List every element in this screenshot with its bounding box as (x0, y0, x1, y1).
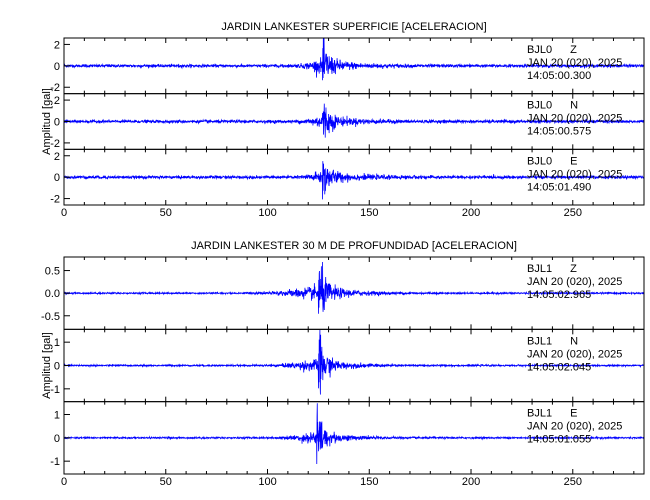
y-tick-label: 0 (54, 172, 60, 184)
chart-title: JARDIN LANKESTER 30 M DE PROFUNDIDAD [AC… (191, 240, 517, 252)
y-tick-label: -2 (50, 82, 60, 94)
station-name: BJL0 (527, 44, 552, 56)
time-label: 14:05:01.490 (527, 181, 591, 193)
station-label: BJL1 N (527, 335, 578, 347)
text-layer: JARDIN LANKESTER SUPERFICIE [ACELERACION… (41, 21, 622, 488)
date-label: JAN 20 (020), 2025 (527, 168, 622, 180)
y-tick-label: 0 (54, 61, 60, 73)
component-name: N (570, 335, 578, 347)
trace-bjl0-z (63, 38, 645, 81)
x-tick-label: 150 (360, 476, 378, 488)
station-label: BJL0 Z (527, 44, 577, 56)
trace-bjl1-e (63, 403, 645, 465)
y-tick-label: 0 (54, 117, 60, 129)
date-label: JAN 20 (020), 2025 (527, 348, 622, 360)
trace-layer (63, 38, 645, 465)
x-tick-label: 100 (258, 207, 276, 219)
component-name: Z (570, 44, 577, 56)
y-tick-label: 2 (54, 39, 60, 51)
y-tick-label: 0 (54, 361, 60, 373)
component-name: E (570, 408, 577, 420)
station-label: BJL0 E (527, 155, 577, 167)
date-label: JAN 20 (020), 2025 (527, 421, 622, 433)
y-axis-label: Amplitud [gal] (41, 88, 53, 155)
station-label: BJL1 E (527, 408, 577, 420)
time-label: 14:05:01.055 (527, 434, 591, 446)
station-label: BJL1 Z (527, 263, 577, 275)
time-label: 14:05:00.300 (527, 70, 591, 82)
station-label: BJL0 N (527, 100, 578, 112)
x-tick-label: 150 (360, 207, 378, 219)
date-label: JAN 20 (020), 2025 (527, 57, 622, 69)
y-tick-label: -1 (50, 456, 60, 468)
station-name: BJL0 (527, 100, 552, 112)
station-name: BJL0 (527, 155, 552, 167)
date-label: JAN 20 (020), 2025 (527, 113, 622, 125)
x-tick-label: 50 (160, 207, 172, 219)
x-tick-label: 250 (564, 476, 582, 488)
trace-bjl1-n (63, 330, 645, 395)
x-tick-label: 200 (462, 476, 480, 488)
time-label: 14:05:00.575 (527, 126, 591, 138)
x-tick-label: 0 (61, 476, 67, 488)
x-tick-label: 200 (462, 207, 480, 219)
y-tick-label: 0.5 (45, 266, 60, 278)
x-tick-label: 0 (61, 207, 67, 219)
y-tick-label: -1 (50, 384, 60, 396)
y-tick-label: -0.5 (41, 311, 60, 323)
x-tick-label: 250 (564, 207, 582, 219)
component-name: E (570, 155, 577, 167)
y-tick-label: -2 (50, 138, 60, 150)
time-label: 14:05:02.965 (527, 289, 591, 301)
x-tick-label: 50 (160, 476, 172, 488)
date-label: JAN 20 (020), 2025 (527, 276, 622, 288)
axes-layer (63, 37, 645, 475)
y-tick-label: -2 (50, 194, 60, 206)
chart-title: JARDIN LANKESTER SUPERFICIE [ACELERACION… (221, 21, 486, 33)
y-tick-label: 2 (54, 95, 60, 107)
component-name: Z (570, 263, 577, 275)
x-tick-label: 100 (258, 476, 276, 488)
station-name: BJL1 (527, 408, 552, 420)
trace-bjl0-n (63, 103, 645, 138)
y-tick-label: 1 (54, 410, 60, 422)
time-label: 14:05:02.045 (527, 361, 591, 373)
station-name: BJL1 (527, 263, 552, 275)
y-tick-label: 2 (54, 151, 60, 163)
trace-bjl0-e (63, 161, 645, 200)
station-name: BJL1 (527, 335, 552, 347)
y-tick-label: 0 (54, 433, 60, 445)
y-tick-label: 0.0 (45, 288, 60, 300)
y-tick-label: 1 (54, 337, 60, 349)
component-name: N (570, 100, 578, 112)
trace-bjl1-z (63, 262, 645, 314)
y-axis-label: Amplitud [gal] (41, 332, 53, 399)
